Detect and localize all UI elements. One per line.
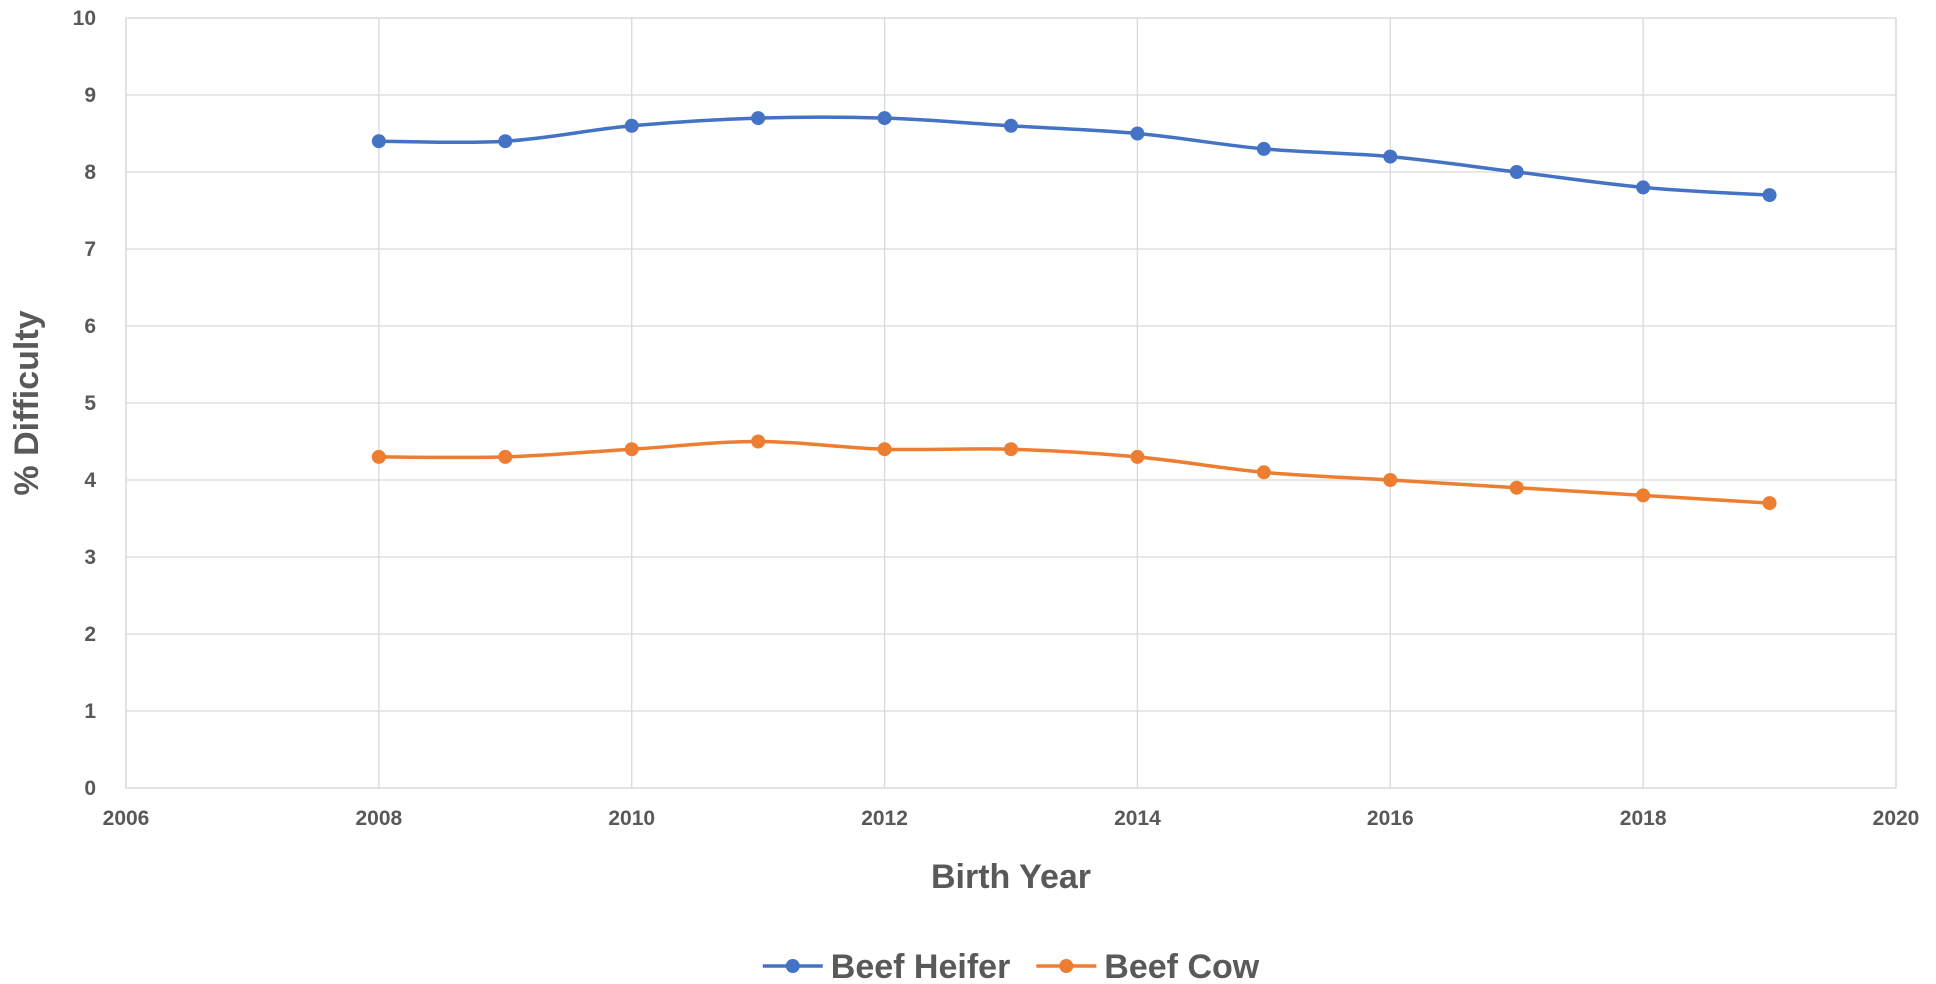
plot-area bbox=[125, 17, 1897, 789]
data-point bbox=[1762, 188, 1777, 203]
y-tick-label: 6 bbox=[84, 315, 96, 338]
data-point bbox=[1130, 126, 1145, 141]
x-tick-label: 2006 bbox=[103, 807, 150, 830]
data-point bbox=[498, 134, 513, 149]
x-tick-label: 2016 bbox=[1367, 807, 1414, 830]
data-point bbox=[1636, 488, 1651, 503]
data-point bbox=[624, 442, 639, 457]
data-point bbox=[1004, 118, 1018, 133]
legend-label: Beef Cow bbox=[1104, 948, 1259, 984]
data-point bbox=[1004, 442, 1018, 457]
y-axis-title: % Difficulty bbox=[8, 310, 46, 495]
data-point bbox=[877, 111, 892, 126]
y-tick-label: 1 bbox=[84, 700, 96, 723]
data-point bbox=[1256, 141, 1271, 156]
data-point bbox=[1256, 465, 1271, 480]
y-tick-label: 3 bbox=[84, 546, 96, 569]
y-tick-label: 4 bbox=[84, 469, 96, 492]
series-beef-cow bbox=[371, 434, 1777, 511]
data-point bbox=[1509, 165, 1524, 179]
data-point bbox=[498, 449, 513, 464]
legend-label: Beef Heifer bbox=[831, 948, 1011, 984]
data-point bbox=[877, 442, 892, 457]
y-tick-label: 10 bbox=[73, 7, 96, 30]
y-tick-label: 9 bbox=[84, 84, 96, 107]
x-tick-label: 2014 bbox=[1114, 807, 1161, 830]
data-point bbox=[1762, 496, 1777, 511]
data-point bbox=[1383, 149, 1398, 164]
x-tick-label: 2010 bbox=[608, 807, 655, 830]
legend-item: Beef Heifer bbox=[762, 948, 1011, 984]
y-tick-label: 8 bbox=[84, 161, 96, 184]
x-tick-label: 2012 bbox=[861, 807, 908, 830]
series-layer bbox=[371, 111, 1777, 511]
series-line bbox=[377, 115, 1772, 197]
x-axis-tick-labels: 2006 2008 2010 2012 2014 2016 2018 2020 bbox=[103, 807, 1920, 830]
y-tick-label: 5 bbox=[84, 392, 96, 415]
data-point bbox=[371, 449, 386, 464]
gridlines bbox=[125, 17, 1897, 789]
data-point bbox=[1130, 449, 1145, 464]
y-tick-label: 0 bbox=[84, 777, 96, 800]
y-tick-label: 7 bbox=[84, 238, 96, 261]
data-point bbox=[371, 134, 386, 149]
data-point bbox=[624, 118, 639, 133]
legend-swatch-marker bbox=[785, 959, 800, 973]
x-tick-label: 2018 bbox=[1620, 807, 1667, 830]
legend-swatch-marker bbox=[1059, 959, 1074, 973]
data-point bbox=[1383, 473, 1398, 487]
x-tick-label: 2008 bbox=[355, 807, 402, 830]
x-tick-label: 2020 bbox=[1873, 807, 1920, 830]
data-point bbox=[751, 111, 766, 126]
data-point bbox=[1509, 480, 1524, 495]
series-line bbox=[377, 439, 1772, 505]
data-point bbox=[751, 434, 766, 449]
legend: Beef Heifer Beef Cow bbox=[762, 948, 1260, 984]
legend-item: Beef Cow bbox=[1036, 948, 1260, 984]
series-beef-heifer bbox=[371, 111, 1777, 203]
y-axis-tick-labels: 0 1 2 3 4 5 6 7 8 9 10 bbox=[73, 7, 97, 800]
data-point bbox=[1636, 180, 1651, 195]
x-axis-title: Birth Year bbox=[931, 858, 1091, 896]
y-tick-label: 2 bbox=[84, 623, 96, 646]
